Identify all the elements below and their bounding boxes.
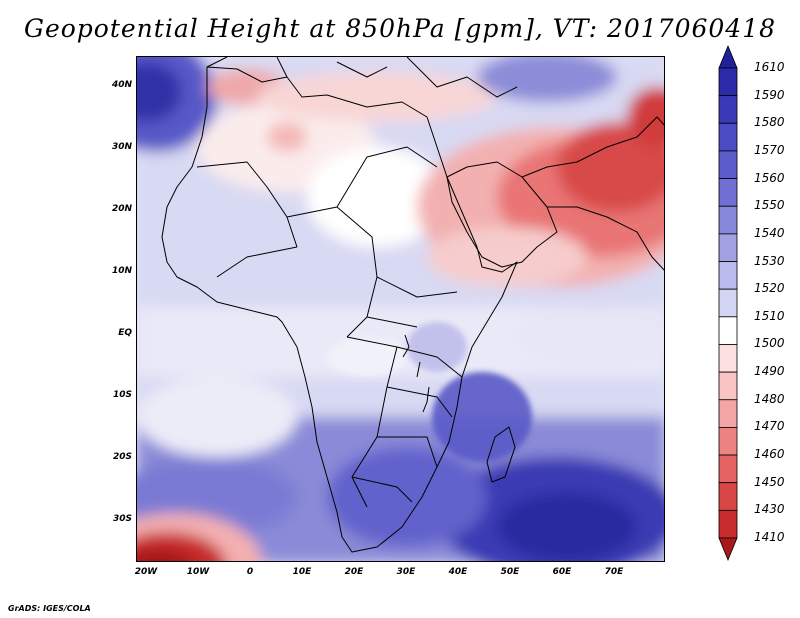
- colorbar-swatch: [718, 509, 738, 539]
- colorbar-swatch: [718, 454, 738, 484]
- colorbar-label: 1490: [754, 364, 785, 379]
- colorbar-swatch: [718, 122, 738, 152]
- colorbar-arrow-top: [718, 44, 738, 69]
- lon-label-40e: 40E: [448, 567, 468, 577]
- colorbar-swatch: [718, 316, 738, 345]
- lat-label-40n: 40N: [111, 80, 132, 90]
- colorbar-label: 1430: [754, 502, 785, 517]
- colorbar-swatch: [718, 371, 738, 401]
- lon-label-10e: 10E: [292, 567, 312, 577]
- colorbar-label: 1480: [754, 391, 785, 406]
- colorbar-swatch: [718, 95, 738, 124]
- colorbar-swatch: [718, 482, 738, 511]
- footer-credit: GrADS: IGES/COLA: [8, 604, 91, 613]
- lat-label-10s: 10S: [112, 390, 132, 400]
- lon-label-20w: 20W: [134, 567, 158, 577]
- lat-label-30s: 30S: [112, 514, 132, 524]
- colorbar-swatch: [718, 261, 738, 290]
- colorbar-label: 1540: [754, 225, 785, 240]
- colorbar-swatch: [718, 427, 738, 456]
- lon-label-60e: 60E: [552, 567, 572, 577]
- colorbar-swatch: [718, 67, 738, 97]
- lat-label-20n: 20N: [111, 204, 132, 214]
- colorbar-swatch: [718, 178, 738, 207]
- colorbar-label: 1560: [754, 170, 785, 185]
- lat-label-30n: 30N: [111, 142, 132, 152]
- colorbar-label: 1610: [754, 60, 785, 74]
- lon-label-20e: 20E: [344, 567, 364, 577]
- lon-label-0: 0: [246, 567, 254, 577]
- lat-label-20s: 20S: [112, 452, 132, 462]
- lon-label-30e: 30E: [396, 567, 416, 577]
- colorbar-label: 1570: [754, 142, 785, 157]
- colorbar-label: 1450: [754, 474, 785, 489]
- colorbar-label: 1470: [754, 419, 785, 434]
- colorbar: [718, 44, 738, 562]
- colorbar-label: 1410: [754, 530, 785, 544]
- colorbar-label: 1550: [754, 198, 785, 213]
- colorbar-swatch: [718, 233, 738, 262]
- colorbar-arrow-bottom: [718, 537, 738, 562]
- lat-label-10n: 10N: [111, 266, 132, 276]
- colorbar-label: 1530: [754, 253, 785, 268]
- lat-label-eq: EQ: [118, 328, 132, 338]
- coastlines: [161, 57, 664, 553]
- colorbar-label: 1500: [754, 336, 785, 351]
- geopotential-field: [137, 57, 664, 561]
- map-plot-area: [136, 56, 665, 562]
- colorbar-swatch: [718, 344, 738, 373]
- colorbar-label: 1460: [754, 447, 785, 462]
- map-title: Geopotential Height at 850hPa [gpm], VT:…: [23, 14, 777, 43]
- colorbar-swatch: [718, 205, 738, 235]
- colorbar-label: 1590: [754, 87, 785, 102]
- lon-label-70e: 70E: [604, 567, 624, 577]
- colorbar-swatch: [718, 150, 738, 179]
- colorbar-label: 1510: [754, 308, 785, 323]
- colorbar-swatch: [718, 399, 738, 428]
- lon-label-50e: 50E: [500, 567, 520, 577]
- lon-label-10w: 10W: [186, 567, 210, 577]
- colorbar-swatch: [718, 288, 738, 318]
- colorbar-label: 1580: [754, 115, 785, 130]
- colorbar-label: 1520: [754, 281, 785, 296]
